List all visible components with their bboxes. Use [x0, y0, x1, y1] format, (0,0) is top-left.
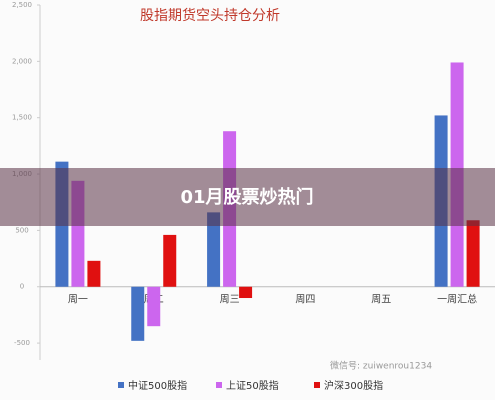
- legend-label: 上证50股指: [226, 379, 279, 392]
- banner-text: 01月股票炒热门: [180, 186, 313, 208]
- x-tick-label: 周一: [68, 294, 88, 306]
- plot: -50005001,0001,5002,0002,500周一周二周三周四周五一周…: [12, 1, 495, 392]
- bar: [239, 286, 253, 299]
- legend-swatch: [314, 382, 320, 388]
- banner-bg: [0, 168, 495, 226]
- y-tick-label: 1,500: [12, 114, 32, 122]
- y-tick-label: 0: [20, 283, 24, 291]
- chart-title: 股指期货空头持仓分析: [140, 7, 280, 24]
- bar: [147, 286, 161, 327]
- bar: [131, 286, 145, 341]
- y-tick-label: -500: [14, 339, 30, 347]
- bar: [87, 260, 101, 287]
- legend-swatch: [118, 382, 124, 388]
- y-tick-label: 2,000: [12, 57, 32, 65]
- bar: [207, 212, 221, 287]
- bar: [163, 234, 177, 287]
- bar: [466, 220, 480, 287]
- y-tick-label: 2,500: [12, 1, 32, 9]
- x-tick-label: 周三: [220, 294, 240, 306]
- x-tick-label: 一周汇总: [437, 293, 477, 306]
- legend-swatch: [216, 382, 222, 388]
- legend-label: 中证500股指: [128, 379, 187, 392]
- x-tick-label: 周五: [371, 294, 391, 306]
- legend-label: 沪深300股指: [324, 379, 383, 392]
- x-tick-label: 周四: [295, 294, 315, 306]
- y-tick-label: 500: [15, 226, 28, 234]
- watermark: 微信号: zuiwenrou1234: [330, 360, 432, 372]
